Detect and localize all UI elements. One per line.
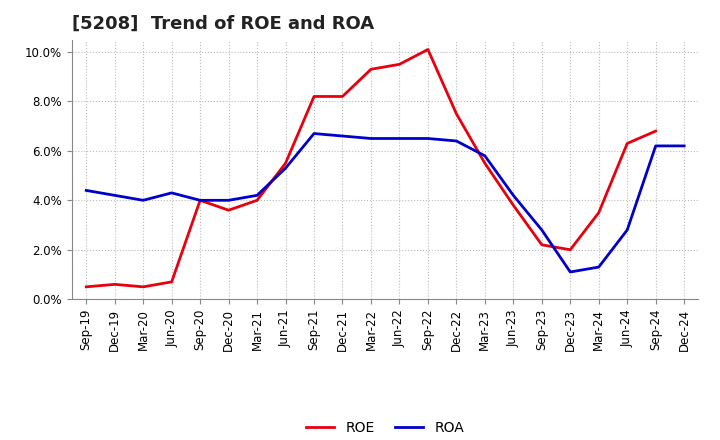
ROA <box>680 143 688 149</box>
ROE <box>366 66 375 72</box>
ROE <box>595 210 603 215</box>
ROE <box>310 94 318 99</box>
Text: [5208]  Trend of ROE and ROA: [5208] Trend of ROE and ROA <box>72 15 374 33</box>
ROA <box>452 138 461 143</box>
ROA <box>196 198 204 203</box>
ROA <box>480 153 489 158</box>
ROA <box>338 133 347 139</box>
Line: ROA: ROA <box>86 134 684 272</box>
Legend: ROE, ROA: ROE, ROA <box>301 415 469 440</box>
ROE <box>537 242 546 247</box>
ROE <box>566 247 575 253</box>
ROE <box>480 161 489 166</box>
ROE <box>167 279 176 285</box>
ROA <box>366 136 375 141</box>
ROA <box>282 165 290 171</box>
ROA <box>566 269 575 275</box>
ROE <box>110 282 119 287</box>
ROA <box>509 193 518 198</box>
ROE <box>338 94 347 99</box>
ROE <box>509 202 518 208</box>
ROA <box>595 264 603 270</box>
ROE <box>282 161 290 166</box>
ROE <box>225 208 233 213</box>
ROA <box>167 190 176 195</box>
ROE <box>196 198 204 203</box>
ROA <box>623 227 631 233</box>
ROE <box>139 284 148 290</box>
ROE <box>253 198 261 203</box>
ROA <box>82 188 91 193</box>
ROE <box>652 128 660 134</box>
Line: ROE: ROE <box>86 49 656 287</box>
ROA <box>537 227 546 233</box>
ROE <box>82 284 91 290</box>
ROA <box>423 136 432 141</box>
ROE <box>423 47 432 52</box>
ROA <box>310 131 318 136</box>
ROE <box>623 141 631 146</box>
ROE <box>395 62 404 67</box>
ROE <box>452 111 461 117</box>
ROA <box>652 143 660 149</box>
ROA <box>139 198 148 203</box>
ROA <box>225 198 233 203</box>
ROA <box>253 193 261 198</box>
ROA <box>110 193 119 198</box>
ROA <box>395 136 404 141</box>
